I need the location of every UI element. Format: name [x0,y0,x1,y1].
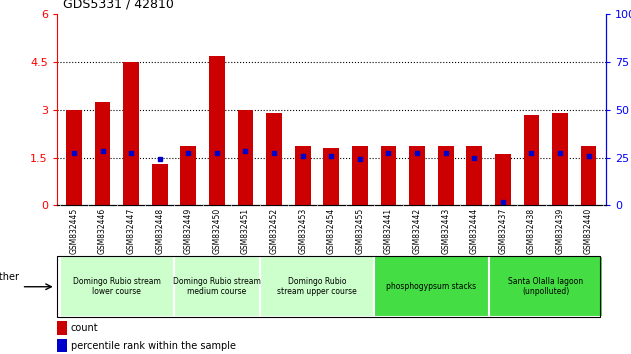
Bar [180,147,196,205]
Bar [238,110,254,205]
Text: GSM832453: GSM832453 [298,208,307,254]
Text: phosphogypsum stacks: phosphogypsum stacks [386,282,476,291]
Text: Domingo Rubio stream
lower course: Domingo Rubio stream lower course [73,277,161,296]
Text: count: count [71,323,98,333]
Text: GSM832449: GSM832449 [184,208,193,254]
Bar [295,147,310,205]
Bar [495,154,510,205]
Text: GSM832439: GSM832439 [555,208,565,254]
Text: GSM832448: GSM832448 [155,208,164,254]
Text: GSM832445: GSM832445 [69,208,78,254]
Text: other: other [0,272,20,282]
Text: Santa Olalla lagoon
(unpolluted): Santa Olalla lagoon (unpolluted) [508,277,583,296]
Text: GSM832437: GSM832437 [498,208,507,254]
Text: Domingo Rubio
stream upper course: Domingo Rubio stream upper course [277,277,357,296]
Bar [352,147,368,205]
Text: percentile rank within the sample: percentile rank within the sample [71,341,235,350]
Text: GSM832442: GSM832442 [413,208,422,254]
Bar [57,321,67,335]
FancyBboxPatch shape [60,256,174,317]
Bar [66,110,82,205]
Text: GSM832438: GSM832438 [527,208,536,254]
Bar [209,56,225,205]
Text: GSM832440: GSM832440 [584,208,593,254]
Text: GDS5331 / 42810: GDS5331 / 42810 [63,0,174,11]
Bar [266,113,282,205]
Text: GSM832455: GSM832455 [355,208,364,254]
Bar [524,115,540,205]
Text: GSM832443: GSM832443 [441,208,450,254]
Bar [95,102,110,205]
Text: Domingo Rubio stream
medium course: Domingo Rubio stream medium course [173,277,261,296]
Bar [466,147,482,205]
Bar [380,147,396,205]
Bar [438,147,454,205]
Text: GSM832447: GSM832447 [127,208,136,254]
Bar [409,147,425,205]
Bar [123,62,139,205]
FancyBboxPatch shape [374,256,488,317]
Bar [152,164,168,205]
Text: GSM832446: GSM832446 [98,208,107,254]
Text: GSM832444: GSM832444 [469,208,479,254]
FancyBboxPatch shape [260,256,374,317]
FancyBboxPatch shape [174,256,260,317]
Bar [581,147,596,205]
Bar [57,339,67,352]
Text: GSM832452: GSM832452 [269,208,279,254]
Text: GSM832451: GSM832451 [241,208,250,254]
Text: GSM832441: GSM832441 [384,208,393,254]
Bar [324,148,339,205]
FancyBboxPatch shape [488,256,603,317]
Bar [552,113,568,205]
Text: GSM832450: GSM832450 [213,208,221,254]
Text: GSM832454: GSM832454 [327,208,336,254]
